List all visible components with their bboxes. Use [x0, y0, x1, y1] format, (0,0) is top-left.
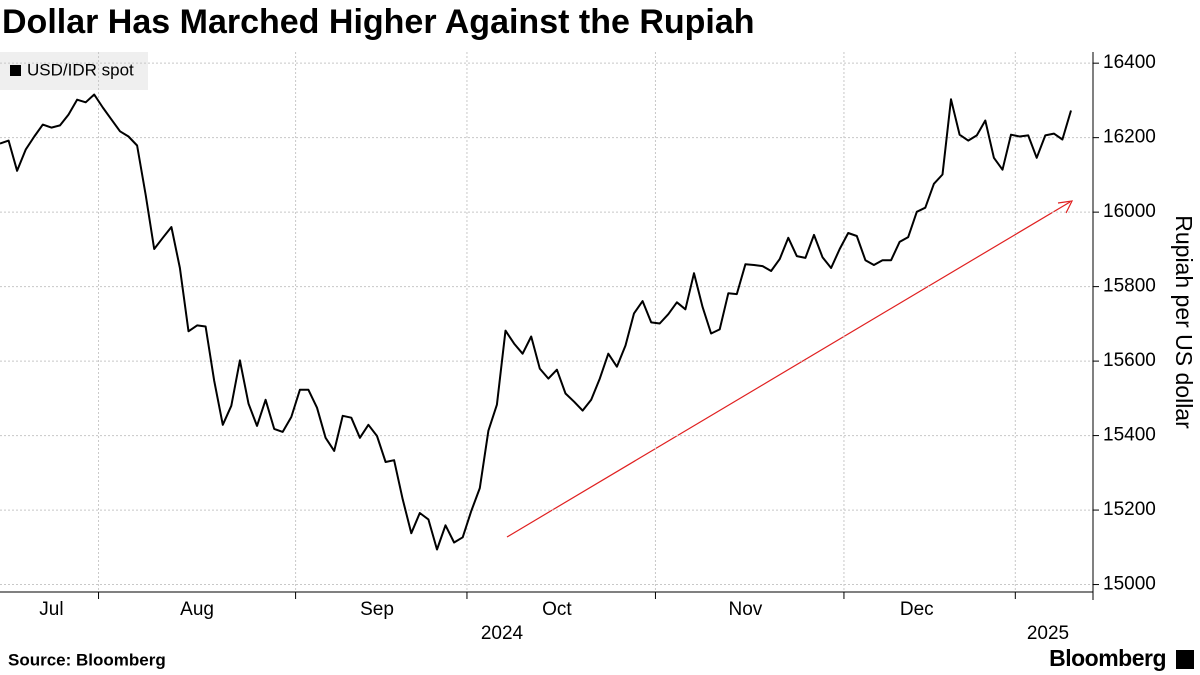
source: Source: Bloomberg	[8, 650, 166, 669]
x-tick-label: Oct	[542, 599, 572, 620]
trend-arrowhead	[1057, 200, 1074, 214]
legend-box	[0, 52, 148, 90]
x-tick-label: Sep	[360, 599, 394, 620]
legend-swatch	[10, 65, 21, 76]
line	[0, 93, 1072, 551]
x-tick-label: Aug	[180, 599, 214, 620]
y-tick-label: 16000	[1103, 201, 1156, 222]
brand-icon	[1176, 650, 1194, 669]
y-tick-label: 15200	[1103, 499, 1156, 520]
x-tick-label: Jul	[39, 599, 63, 620]
y-tick-label: 15600	[1103, 350, 1156, 371]
y-tick-label: 15000	[1103, 574, 1156, 595]
year-label: 2024	[481, 623, 524, 644]
x-tick-label: Nov	[729, 599, 763, 620]
year-label: 2025	[1027, 623, 1069, 644]
trend-arrow	[506, 201, 1071, 538]
y-axis-label: Rupiah per US dollar	[1171, 215, 1197, 429]
legend-label: USD/IDR spot	[27, 60, 134, 79]
y-tick-label: 15800	[1103, 276, 1156, 297]
x-tick-label: Dec	[900, 599, 934, 620]
y-tick-label: 16200	[1103, 127, 1156, 148]
y-tick-label: 15400	[1103, 425, 1156, 446]
chart-title: Dollar Has Marched Higher Against the Ru…	[2, 3, 755, 41]
brand: Bloomberg	[1049, 645, 1166, 671]
y-tick-label: 16400	[1103, 52, 1156, 73]
